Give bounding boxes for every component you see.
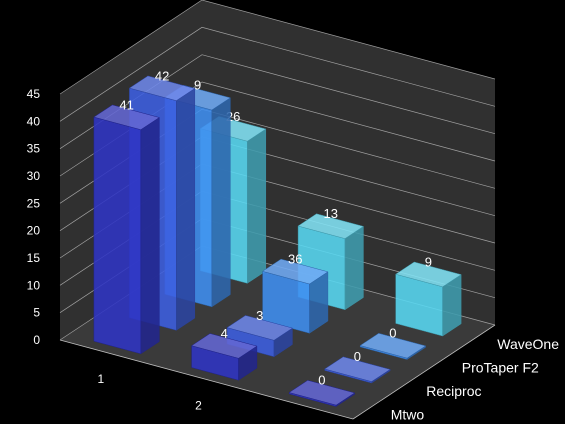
bar — [359, 333, 427, 360]
bar-top-face — [93, 104, 160, 130]
bar — [324, 356, 391, 384]
bar-top-face — [128, 75, 196, 101]
y-tick-label: 10 — [27, 278, 41, 292]
bar-top-face — [262, 258, 329, 285]
bar — [93, 104, 160, 355]
y-tick-label: 20 — [27, 224, 41, 238]
data-label: 36 — [288, 252, 302, 267]
y-tick-label: 15 — [27, 251, 41, 265]
bar-top-face — [288, 380, 356, 406]
y-tick-label: 0 — [33, 333, 40, 347]
bar-side-face — [176, 88, 196, 331]
data-label: 9 — [194, 78, 201, 93]
data-label: 13 — [324, 206, 338, 221]
bar — [395, 261, 462, 337]
gridline — [59, 26, 496, 122]
bar-side-face — [344, 225, 364, 311]
x-tick-label: 2 — [195, 399, 202, 413]
data-label: 41 — [119, 97, 133, 112]
series-label: Mtwo — [391, 406, 425, 422]
y-tick-label: 45 — [27, 87, 41, 101]
series-label: Reciproc — [426, 383, 481, 399]
bar-side-face — [211, 97, 231, 308]
data-label: 9 — [425, 254, 432, 269]
data-label: 0 — [389, 326, 396, 341]
bar — [226, 315, 293, 358]
bar-side-face — [140, 117, 160, 355]
back-wall — [202, 0, 495, 325]
x-axis-line — [59, 339, 354, 420]
bar-top-face — [359, 333, 427, 359]
depth-axis-line — [352, 324, 496, 420]
bar-front-face — [93, 116, 142, 355]
bar-top-face — [191, 333, 258, 359]
data-label: 42 — [155, 68, 169, 83]
series-label: WaveOne — [497, 336, 559, 352]
bar-top-face — [395, 261, 462, 288]
y-tick-label: 5 — [33, 306, 40, 320]
data-label: 0 — [318, 373, 325, 388]
y-tick-label: 35 — [27, 142, 41, 156]
bar — [288, 380, 356, 407]
bar-top-face — [324, 356, 391, 382]
bar — [191, 333, 258, 381]
bar — [262, 258, 329, 334]
series-label: ProTaper F2 — [462, 359, 539, 375]
bar-side-face — [247, 128, 267, 284]
y-tick-label: 40 — [27, 114, 41, 128]
data-label: 0 — [354, 349, 361, 364]
data-label: 3 — [256, 308, 263, 323]
y-tick-label: 25 — [27, 196, 41, 210]
bar-top-face — [297, 213, 364, 239]
bar-top-face — [226, 315, 293, 341]
y-tick-label: 30 — [27, 169, 41, 183]
gridline — [59, 0, 496, 95]
data-label: 4 — [221, 326, 228, 341]
x-tick-label: 1 — [97, 372, 104, 386]
